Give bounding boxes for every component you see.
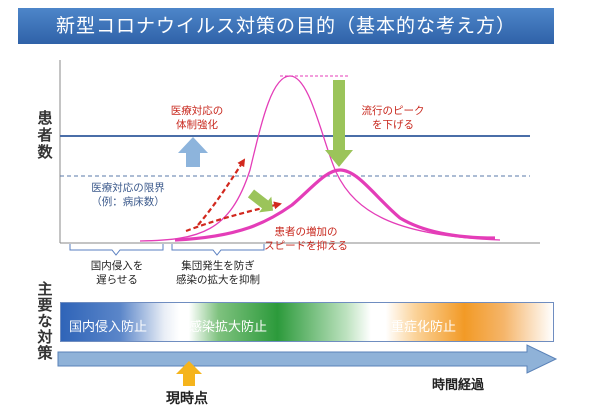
y-axis-label-char: 数 xyxy=(37,143,53,161)
red-arrow-left xyxy=(197,158,246,226)
red-arrow-right xyxy=(185,201,282,233)
label-prevent-cluster: 集団発生を防ぎ 感染の拡大を抑制 xyxy=(168,259,268,287)
blue-up-arrow xyxy=(178,137,208,167)
label-line: 体制強化 xyxy=(176,119,218,131)
y-axis-label-char: 者 xyxy=(37,126,53,144)
label-line: 医療対応の限界 xyxy=(91,182,165,194)
label-line: 集団発生を防ぎ xyxy=(181,260,255,272)
label-line: 国内侵入を xyxy=(90,260,144,272)
original-curve xyxy=(139,75,501,242)
page-title: 新型コロナウイルス対策の目的（基本的な考え方） xyxy=(55,15,516,37)
label-peak-lower: 流行のピーク を下げる xyxy=(352,104,434,132)
now-arrow xyxy=(176,361,202,386)
label-line: 医療対応の xyxy=(170,105,224,117)
label-line: 遅らせる xyxy=(96,274,138,286)
label-line: 流行のピーク xyxy=(361,105,425,117)
time-elapsed-label: 時間経過 xyxy=(432,378,485,393)
label-line: 感染の拡大を抑制 xyxy=(176,274,260,286)
y-axis-label-char: 患 xyxy=(37,109,53,127)
measures-label-char: 要 xyxy=(37,296,53,314)
now-label: 現時点 xyxy=(166,391,208,407)
label-line: （例：病床数） xyxy=(91,196,165,208)
label-line: スピードを抑える xyxy=(264,240,348,252)
measures-label-char: 対 xyxy=(37,328,53,346)
timeline-arrow xyxy=(57,344,558,374)
label-line: を下げる xyxy=(372,119,414,131)
measures-label-char: 策 xyxy=(37,344,53,362)
label-medical-strengthen: 医療対応の 体制強化 xyxy=(152,104,242,132)
measures-label: 主 要 な 対 策 xyxy=(36,281,54,361)
measures-label-char: 主 xyxy=(37,280,53,298)
green-diagonal-arrow xyxy=(247,189,274,213)
label-medical-limit: 医療対応の限界 （例：病床数） xyxy=(74,181,182,209)
brace-prevent xyxy=(171,244,265,256)
title-bar: 新型コロナウイルス対策の目的（基本的な考え方） xyxy=(18,8,554,44)
green-down-arrow xyxy=(325,80,353,167)
label-line: 患者の増加の xyxy=(274,226,338,238)
y-axis-label: 患 者 数 xyxy=(36,110,54,161)
measures-label-char: な xyxy=(37,312,53,330)
measure-spread-prevention: 感染拡大防止 xyxy=(189,320,268,335)
measure-border-prevention: 国内侵入防止 xyxy=(69,320,148,335)
label-delay-entry: 国内侵入を 遅らせる xyxy=(70,259,164,287)
measures-bar: 国内侵入防止 感染拡大防止 重症化防止 xyxy=(60,302,554,342)
measure-severity-prevention: 重症化防止 xyxy=(391,320,457,335)
brace-delay xyxy=(69,244,164,256)
flattened-curve xyxy=(174,168,496,242)
label-slow-increase: 患者の増加の スピードを抑える xyxy=(258,225,354,253)
